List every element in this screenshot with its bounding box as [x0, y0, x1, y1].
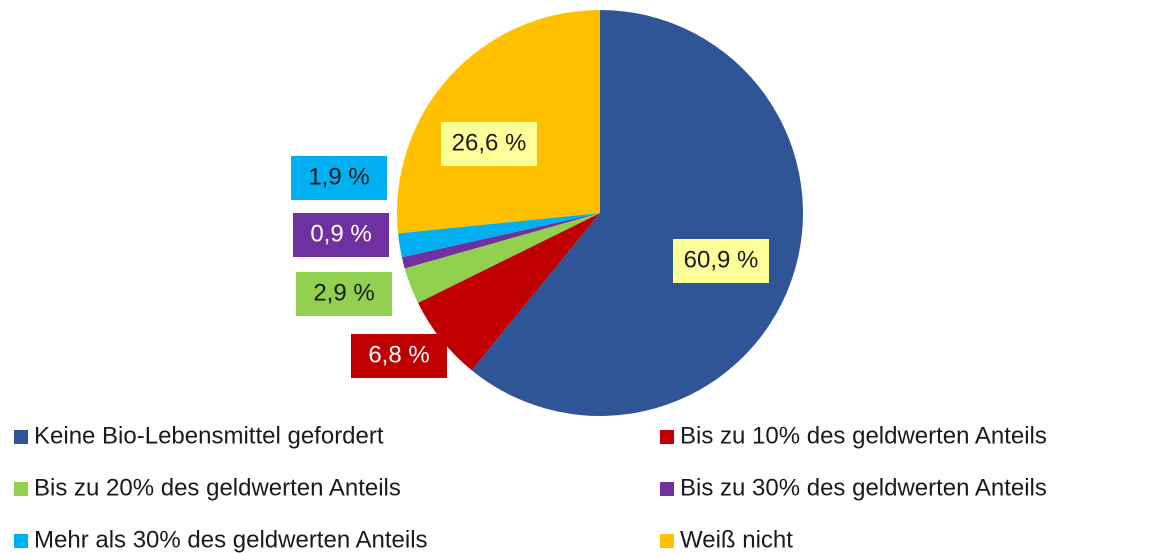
data-label: 6,8 % [368, 341, 429, 368]
pie-slice [404, 213, 600, 303]
legend-swatch [14, 482, 28, 496]
data-label: 1,9 % [308, 163, 369, 190]
data-label-box [291, 156, 387, 200]
legend-label: Mehr als 30% des geldwerten Anteils [34, 526, 428, 553]
data-label: 0,9 % [310, 220, 371, 247]
pie-slice [401, 213, 600, 269]
legend-label: Bis zu 30% des geldwerten Anteils [680, 474, 1047, 501]
data-label: 26,6 % [452, 129, 527, 156]
data-label-box [673, 239, 769, 283]
data-label: 2,9 % [313, 279, 374, 306]
legend-swatch [14, 430, 28, 444]
pie-slice [397, 10, 600, 234]
legend-label: Weiß nicht [680, 526, 793, 553]
legend-swatch [660, 482, 674, 496]
legend-label: Bis zu 10% des geldwerten Anteils [680, 422, 1047, 449]
data-label-box [351, 334, 447, 378]
legend-label: Keine Bio-Lebensmittel gefordert [34, 422, 384, 449]
pie-slice [471, 10, 804, 416]
data-label-box [296, 272, 392, 316]
pie-slice [417, 213, 600, 371]
data-label: 60,9 % [684, 246, 759, 273]
data-label-box [293, 213, 389, 257]
data-label-box [441, 122, 537, 166]
legend-swatch [660, 430, 674, 444]
legend-swatch [660, 534, 674, 548]
legend-label: Bis zu 20% des geldwerten Anteils [34, 474, 401, 501]
pie-slice [398, 213, 600, 258]
legend-swatch [14, 534, 28, 548]
